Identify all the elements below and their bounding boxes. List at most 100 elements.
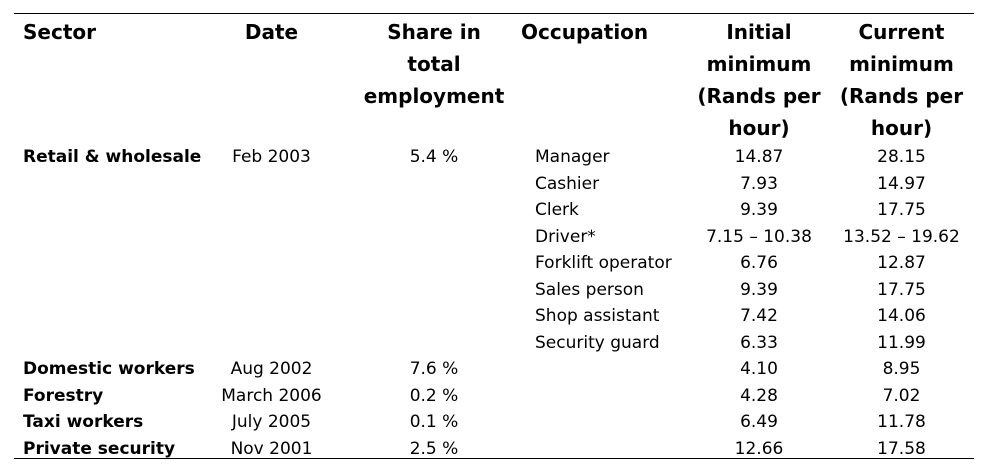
cell-sector — [14, 277, 189, 304]
cell-sector: Taxi workers — [23, 412, 144, 432]
cell-initial-minimum: 4.28 — [740, 385, 778, 406]
cell-date — [189, 171, 354, 198]
cell-initial-minimum: 7.42 — [740, 306, 778, 326]
cell-sector — [14, 303, 189, 330]
bottom-rule — [14, 458, 974, 459]
cell-occupation: Clerk — [535, 200, 579, 220]
cell-share: 0.2 % — [409, 385, 459, 406]
header-share: Share in total employment — [354, 15, 514, 144]
table-row: Security guard 6.33 11.99 — [14, 330, 974, 357]
header-current-minimum-line: Current — [858, 20, 945, 44]
cell-current-minimum: 13.52 – 19.62 — [843, 226, 960, 247]
cell-date: March 2006 — [221, 385, 322, 406]
table-row: Forklift operator 6.76 12.87 — [14, 250, 974, 277]
cell-occupation: Sales person — [535, 279, 644, 300]
cell-date — [189, 197, 354, 224]
header-share-line: employment — [363, 84, 505, 108]
table-row: Retail & wholesale Feb 2003 5.4 % Manager 14… — [14, 144, 974, 171]
cell-date: Nov 2001 — [230, 438, 313, 459]
cell-occupation — [514, 409, 689, 436]
cell-current-minimum: 17.75 — [877, 200, 926, 220]
table-header: Sector Date Share in total employment Occu… — [14, 15, 974, 144]
cell-sector — [14, 171, 189, 198]
header-current-minimum: Current minimum (Rands per hour) — [829, 15, 974, 144]
cell-occupation: Forklift operator — [535, 253, 672, 273]
header-share-line: Share in — [387, 20, 481, 44]
cell-sector: Private security — [23, 438, 176, 459]
header-row: Sector Date Share in total employment Occu… — [14, 15, 974, 144]
cell-sector: Domestic workers — [23, 359, 195, 379]
header-sector: Sector — [14, 15, 189, 144]
header-initial-minimum-line: hour) — [728, 116, 790, 140]
cell-sector — [14, 197, 189, 224]
cell-initial-minimum: 14.87 — [734, 147, 784, 167]
cell-initial-minimum: 6.49 — [740, 412, 778, 432]
cell-share — [354, 250, 514, 277]
cell-initial-minimum: 12.66 — [734, 438, 784, 459]
cell-occupation — [514, 356, 689, 383]
cell-current-minimum: 8.95 — [882, 359, 921, 379]
cell-share — [354, 303, 514, 330]
header-occupation: Occupation — [514, 15, 689, 144]
table-row: Private security Nov 2001 2.5 % 12.66 17.58 — [14, 436, 974, 463]
cell-sector: Forestry — [23, 385, 104, 406]
cell-share: 7.6 % — [409, 359, 459, 379]
header-share-line: total — [407, 52, 461, 76]
cell-sector — [14, 250, 189, 277]
cell-date: Aug 2002 — [230, 359, 313, 379]
table-body: Retail & wholesale Feb 2003 5.4 % Manager 14… — [14, 144, 974, 462]
cell-date — [189, 224, 354, 251]
table-row: Clerk 9.39 17.75 — [14, 197, 974, 224]
cell-occupation — [514, 383, 689, 410]
table-row: Sales person 9.39 17.75 — [14, 277, 974, 304]
cell-initial-minimum: 7.15 – 10.38 — [706, 226, 812, 247]
cell-occupation: Manager — [535, 147, 610, 167]
cell-share — [354, 171, 514, 198]
header-current-minimum-line: hour) — [870, 116, 933, 140]
cell-occupation: Security guard — [535, 332, 660, 353]
cell-share: 5.4 % — [409, 147, 459, 167]
cell-current-minimum: 11.99 — [877, 332, 926, 353]
cell-current-minimum: 17.75 — [877, 279, 926, 300]
cell-date: July 2005 — [231, 412, 312, 432]
cell-current-minimum: 28.15 — [877, 147, 926, 167]
header-initial-minimum: Initial minimum (Rands per hour) — [689, 15, 829, 144]
cell-initial-minimum: 6.76 — [740, 253, 778, 273]
cell-current-minimum: 12.87 — [877, 253, 926, 273]
cell-date — [189, 250, 354, 277]
cell-current-minimum: 17.58 — [877, 438, 926, 459]
cell-share: 0.1 % — [409, 412, 459, 432]
cell-date — [189, 277, 354, 304]
cell-sector: Retail & wholesale — [23, 147, 202, 167]
header-initial-minimum-line: Initial — [726, 20, 792, 44]
cell-share: 2.5 % — [409, 438, 459, 459]
cell-date: Feb 2003 — [232, 147, 311, 167]
table-row: Driver* 7.15 – 10.38 13.52 – 19.62 — [14, 224, 974, 251]
header-initial-minimum-line: (Rands per — [697, 84, 821, 108]
cell-sector — [14, 330, 189, 357]
header-initial-minimum-line: minimum — [706, 52, 812, 76]
cell-occupation: Driver* — [535, 226, 596, 247]
cell-sector — [14, 224, 189, 251]
header-sector-line: Sector — [23, 20, 96, 44]
header-occupation-line: Occupation — [521, 20, 649, 44]
table-row: Shop assistant 7.42 14.06 — [14, 303, 974, 330]
cell-date — [189, 330, 354, 357]
cell-share — [354, 330, 514, 357]
minimum-wage-table: Sector Date Share in total employment Occu… — [14, 15, 974, 462]
table-row: Domestic workers Aug 2002 7.6 % 4.10 8.95 — [14, 356, 974, 383]
cell-initial-minimum: 7.93 — [740, 173, 778, 194]
cell-share — [354, 197, 514, 224]
cell-occupation: Shop assistant — [535, 306, 660, 326]
cell-current-minimum: 14.97 — [877, 173, 926, 194]
header-current-minimum-line: minimum — [849, 52, 954, 76]
cell-initial-minimum: 9.39 — [740, 279, 778, 300]
top-rule — [14, 13, 974, 14]
cell-initial-minimum: 4.10 — [740, 359, 778, 379]
header-current-minimum-line: (Rands per — [839, 84, 964, 108]
cell-date — [189, 303, 354, 330]
cell-current-minimum: 14.06 — [877, 306, 926, 326]
header-date-line: Date — [244, 20, 299, 44]
cell-current-minimum: 11.78 — [877, 412, 926, 432]
header-date: Date — [189, 15, 354, 144]
